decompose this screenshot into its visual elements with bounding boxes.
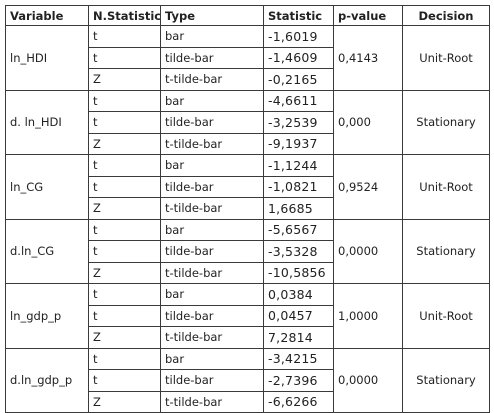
type-cell: t-tilde-bar xyxy=(160,197,264,220)
statistic-cell: -1,0821 xyxy=(263,175,334,198)
p-value-cell: 0,0000 xyxy=(333,218,403,284)
table-body: ln_HDI t bar -1,6019 0,4143 Unit-Root t tilde-b… xyxy=(5,25,490,413)
decision-cell: Unit-Root xyxy=(402,283,490,349)
statistic-cell: -5,6567 xyxy=(263,218,334,241)
statistic-cell: -9,1937 xyxy=(263,132,334,155)
header-decision: Decision xyxy=(402,5,490,26)
table-row: d. ln_HDI t bar -4,6611 0,000 Stationary xyxy=(5,89,490,155)
type-cell: bar xyxy=(160,218,264,241)
n-statistic-cell: t xyxy=(88,175,161,198)
header-type: Type xyxy=(160,5,264,26)
n-statistic-cell: t xyxy=(88,369,161,392)
n-statistic-cell: t xyxy=(88,283,161,306)
p-value-cell: 0,000 xyxy=(333,89,403,155)
type-cell: bar xyxy=(160,283,264,306)
type-cell: tilde-bar xyxy=(160,175,264,198)
statistic-cell: -4,6611 xyxy=(263,89,334,112)
header-row: Variable N.Statistic Type Statistic p-va… xyxy=(5,5,490,26)
table-row: ln_gdp_p t bar 0,0384 1,0000 Unit-Root xyxy=(5,283,490,349)
variable-cell: d.ln_CG xyxy=(5,218,89,284)
type-cell: t-tilde-bar xyxy=(160,68,264,91)
variable-cell: ln_CG xyxy=(5,154,89,220)
n-statistic-cell: t xyxy=(88,89,161,112)
n-statistic-cell: t xyxy=(88,46,161,69)
statistic-cell: -0,2165 xyxy=(263,68,334,91)
type-cell: tilde-bar xyxy=(160,304,264,327)
p-value-cell: 0,9524 xyxy=(333,154,403,220)
n-statistic-cell: Z xyxy=(88,261,161,284)
n-statistic-cell: t xyxy=(88,154,161,177)
header-statistic: Statistic xyxy=(263,5,334,26)
n-statistic-cell: t xyxy=(88,240,161,263)
table-row: t tilde-bar -2,7396 xyxy=(6,369,490,392)
type-cell: bar xyxy=(160,154,264,177)
decision-cell: Stationary xyxy=(402,347,490,413)
statistic-cell: -3,2539 xyxy=(263,111,334,134)
statistic-cell: 7,2814 xyxy=(263,326,334,349)
type-cell: tilde-bar xyxy=(160,369,264,392)
statistic-cell: -10,5856 xyxy=(263,261,334,284)
statistic-cell: -1,1244 xyxy=(263,154,334,177)
unit-root-test-table: Variable N.Statistic Type Statistic p-va… xyxy=(5,5,490,413)
table-row: d.ln_gdp_p t bar -3,4215 0,0000 Stationary xyxy=(5,347,490,413)
n-statistic-cell: t xyxy=(88,25,161,48)
decision-cell: Unit-Root xyxy=(402,25,490,91)
type-cell: bar xyxy=(160,25,264,48)
statistic-cell: -2,7396 xyxy=(263,369,334,392)
statistic-cell: 1,6685 xyxy=(263,197,334,220)
n-statistic-cell: t xyxy=(88,111,161,134)
header-p-value: p-value xyxy=(333,5,403,26)
n-statistic-cell: t xyxy=(88,304,161,327)
n-statistic-cell: Z xyxy=(88,326,161,349)
table-row: ln_CG t bar -1,1244 0,9524 Unit-Root xyxy=(5,154,490,220)
n-statistic-cell: t xyxy=(88,347,161,370)
statistic-cell: -3,4215 xyxy=(263,347,334,370)
n-statistic-cell: Z xyxy=(88,68,161,91)
statistic-cell: -6,6266 xyxy=(263,390,334,413)
p-value-cell: 1,0000 xyxy=(333,283,403,349)
n-statistic-cell: Z xyxy=(88,390,161,413)
p-value-cell: 0,4143 xyxy=(333,25,403,91)
variable-cell: ln_HDI xyxy=(5,25,89,91)
p-value-cell: 0,0000 xyxy=(333,347,403,413)
table-row: ln_HDI t bar -1,6019 0,4143 Unit-Root xyxy=(5,25,490,91)
statistic-cell: -1,4609 xyxy=(263,46,334,69)
variable-cell: d. ln_HDI xyxy=(5,89,89,155)
type-cell: bar xyxy=(160,89,264,112)
type-cell: tilde-bar xyxy=(160,46,264,69)
decision-cell: Unit-Root xyxy=(402,154,490,220)
variable-cell: ln_gdp_p xyxy=(5,283,89,349)
variable-cell: d.ln_gdp_p xyxy=(5,347,89,413)
type-cell: t-tilde-bar xyxy=(160,132,264,155)
type-cell: tilde-bar xyxy=(160,111,264,134)
statistic-cell: 0,0457 xyxy=(263,304,334,327)
n-statistic-cell: t xyxy=(88,218,161,241)
header-variable: Variable xyxy=(5,5,89,26)
n-statistic-cell: Z xyxy=(88,132,161,155)
type-cell: t-tilde-bar xyxy=(160,326,264,349)
decision-cell: Stationary xyxy=(402,218,490,284)
header-n-statistic: N.Statistic xyxy=(88,5,161,26)
type-cell: bar xyxy=(160,347,264,370)
table-row: t tilde-bar -1,4609 xyxy=(6,46,490,69)
decision-cell: Stationary xyxy=(402,89,490,155)
table-row: d.ln_CG t bar -5,6567 0,0000 Stationary xyxy=(5,218,490,284)
table-row: t tilde-bar 0,0457 xyxy=(6,304,490,327)
n-statistic-cell: Z xyxy=(88,197,161,220)
type-cell: t-tilde-bar xyxy=(160,261,264,284)
type-cell: tilde-bar xyxy=(160,240,264,263)
statistic-cell: -1,6019 xyxy=(263,25,334,48)
statistic-cell: 0,0384 xyxy=(263,283,334,306)
statistic-cell: -3,5328 xyxy=(263,240,334,263)
table-row: t tilde-bar -1,0821 xyxy=(6,175,490,198)
type-cell: t-tilde-bar xyxy=(160,390,264,413)
